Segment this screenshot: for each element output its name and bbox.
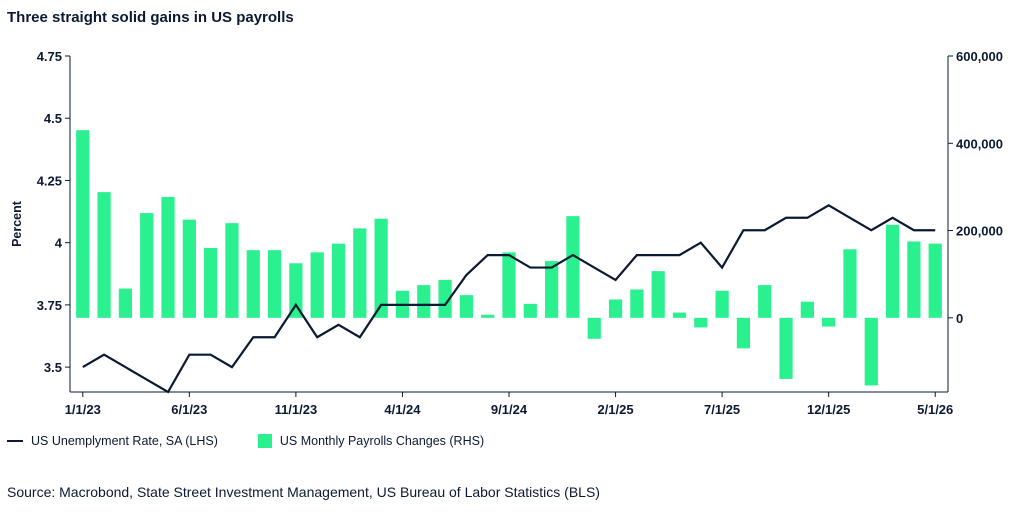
payroll-bar [182,219,196,318]
x-tick-label: 7/1/25 [704,402,740,417]
payroll-bar [566,216,580,318]
payroll-bar [928,243,942,318]
payroll-bar [779,317,793,379]
left-tick-label: 4.75 [37,49,62,64]
payroll-bar [161,196,175,318]
payroll-bar [118,288,133,318]
payroll-bar [630,289,644,318]
x-tick-label: 4/1/24 [384,402,421,417]
payroll-bar [758,285,772,318]
x-tick-label: 11/1/23 [275,402,318,417]
chart-legend: US Unemplyment Rate, SA (LHS) US Monthly… [7,434,524,448]
payroll-bar [353,228,367,318]
left-tick-label: 4 [55,236,63,251]
legend-item-line: US Unemplyment Rate, SA (LHS) [7,434,218,448]
payroll-bar [885,224,900,318]
payroll-bar [864,317,878,386]
payroll-bar [204,248,218,318]
right-tick-label: 400,000 [956,136,1003,151]
payroll-bar [587,317,601,339]
left-tick-label: 4.5 [44,111,62,126]
unemployment-line [82,204,936,394]
payroll-bar [715,290,729,318]
left-axis-label: Percent [10,200,24,247]
payroll-bar [843,249,857,318]
payroll-bar [267,250,282,318]
payroll-bar [140,213,154,318]
payroll-bar [523,303,537,318]
payroll-bar [459,295,473,318]
payroll-bar [545,261,559,318]
x-tick-label: 12/1/25 [807,402,850,417]
x-tick-label: 1/1/23 [65,402,101,417]
payroll-bar [694,317,708,328]
right-tick-label: 200,000 [956,224,1003,239]
legend-bar-swatch [257,434,272,448]
right-tick-label: 0 [956,311,963,326]
payroll-bar [97,192,111,318]
payrolls-chart: 3.5 3.75 4 4.25 4.5 4.75 Percent 0 200,000 400,00… [10,49,1003,417]
payroll-bar [438,279,452,318]
payroll-bar [608,299,623,318]
x-tick-label: 5/1/26 [917,402,953,417]
payroll-bar [246,250,260,318]
payroll-bar [289,263,303,318]
left-tick-label: 3.75 [37,298,62,313]
x-tick-label: 2/1/25 [597,402,633,417]
legend-item-bar: US Monthly Payrolls Changes (RHS) [257,434,485,448]
right-tick-label: 600,000 [956,49,1003,64]
chart-axes: 3.5 3.75 4 4.25 4.5 4.75 Percent 0 200,000 400,00… [10,49,1003,417]
payroll-bar [800,301,814,318]
chart-title: Three straight solid gains in US payroll… [7,9,294,26]
payroll-bar [331,243,346,318]
payroll-bar [310,252,324,318]
payroll-bar [481,314,495,318]
payroll-bar [417,285,431,318]
left-tick-label: 4.25 [37,173,62,188]
left-tick-label: 3.5 [44,360,62,375]
payroll-bar [736,317,751,349]
unemployment-rate-line [82,204,936,394]
legend-line-swatch [7,440,23,442]
payroll-bar [672,312,687,318]
payroll-bar [822,317,836,327]
payroll-bar [907,241,921,318]
payroll-bar [502,252,516,318]
payrolls-bars [76,130,942,386]
x-tick-label: 6/1/23 [171,402,207,417]
source-note: Source: Macrobond, State Street Investme… [7,484,600,500]
x-tick-label: 9/1/24 [491,402,528,417]
legend-line-label: US Unemplyment Rate, SA (LHS) [31,434,218,448]
payroll-bar [651,271,665,318]
payroll-bar [76,130,90,318]
legend-bar-label: US Monthly Payrolls Changes (RHS) [279,434,485,448]
payroll-bar [374,218,388,318]
payroll-bar [225,223,239,318]
